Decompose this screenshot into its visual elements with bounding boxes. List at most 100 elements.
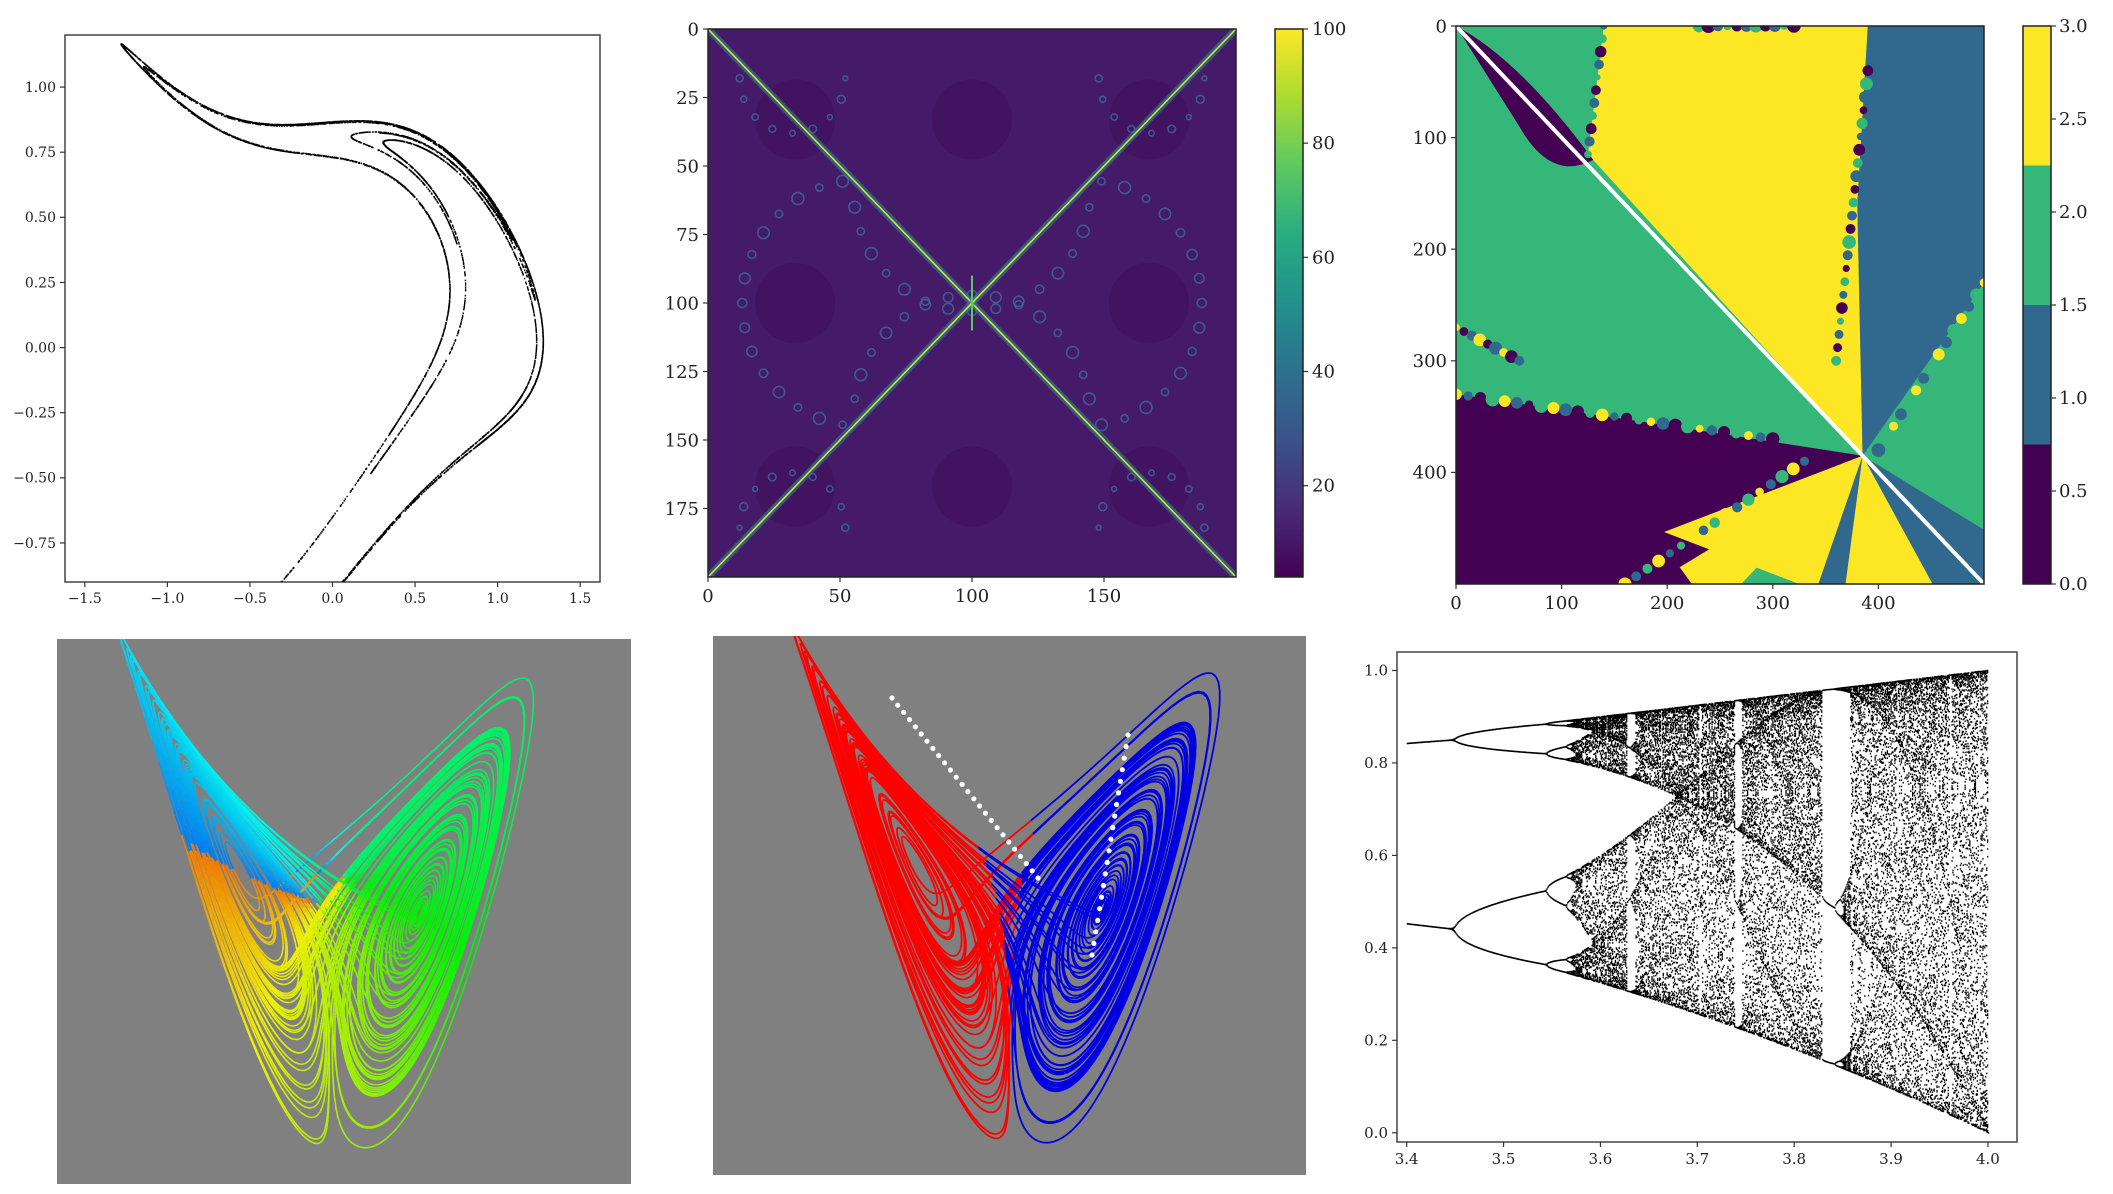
- lorenz-segment: [293, 1082, 297, 1086]
- lorenz-segment: [450, 839, 453, 843]
- lorenz-segment: [265, 942, 268, 945]
- colorbar-tick-label: 2.5: [2059, 109, 2088, 130]
- lorenz-segment: [323, 972, 327, 977]
- lorenz-segment: [279, 956, 282, 959]
- lorenz-segment: [384, 834, 392, 843]
- lorenz-segment: [238, 879, 241, 883]
- lorenz-segment: [296, 1013, 299, 1016]
- lorenz-segment: [317, 1047, 320, 1050]
- lorenz-segment: [292, 971, 295, 975]
- lorenz-segment: [287, 1036, 291, 1039]
- lorenz-segment: [381, 1077, 385, 1080]
- lorenz-segment: [478, 748, 485, 753]
- lorenz-segment: [395, 1040, 399, 1044]
- lorenz-segment: [317, 869, 323, 875]
- colorbar-tick-label: 1.0: [2059, 388, 2088, 409]
- lorenz-segment: [314, 1056, 317, 1059]
- lorenz-segment: [313, 1105, 316, 1108]
- lorenz-segment: [293, 969, 296, 973]
- lorenz-segment: [345, 1034, 348, 1038]
- lorenz-segment: [153, 720, 159, 734]
- fractal-bubble: [1034, 284, 1045, 295]
- lorenz-segment: [475, 802, 478, 807]
- lorenz-segment: [275, 988, 278, 991]
- basin-fringe-blob: [1743, 431, 1753, 440]
- lorenz-segment: [375, 1034, 379, 1038]
- lorenz-segment: [204, 798, 207, 801]
- lorenz-segment: [268, 982, 273, 986]
- lorenz-segment: [242, 862, 246, 866]
- lorenz-segment: [310, 1086, 313, 1089]
- lorenz-segment: [376, 990, 379, 994]
- lorenz-segment: [356, 1002, 359, 1006]
- lorenz-segment: [277, 1063, 282, 1068]
- lorenz-segment: [395, 1062, 401, 1067]
- lorenz-segment: [344, 924, 348, 930]
- lorenz-segment: [448, 767, 457, 775]
- lorenz-segment: [234, 879, 238, 883]
- lorenz-segment: [390, 979, 393, 982]
- lorenz-segment: [392, 1042, 397, 1046]
- lorenz-segment: [454, 813, 458, 816]
- lorenz-segment: [448, 815, 453, 819]
- lorenz-segment: [409, 948, 412, 952]
- lorenz-segment: [245, 890, 248, 893]
- basin-fringe-blob: [1459, 327, 1469, 336]
- lorenz-segment: [294, 1099, 298, 1103]
- basin-fringe-blob: [1840, 277, 1850, 287]
- lorenz-segment: [415, 942, 419, 946]
- x-tick-label: 1.0: [486, 591, 508, 607]
- lorenz-segment: [451, 814, 455, 818]
- lorenz-segment: [286, 888, 292, 895]
- lorenz-segment: [265, 1029, 270, 1037]
- lorenz-segment: [342, 1131, 346, 1135]
- lorenz-segment: [384, 1004, 387, 1007]
- x-tick-label: 0.0: [321, 591, 343, 607]
- lorenz-segment: [375, 1045, 378, 1048]
- lorenz-segment: [390, 970, 393, 973]
- lorenz-segment: [400, 1002, 404, 1006]
- lorenz-segment: [254, 887, 257, 890]
- basin-fringe-blob: [1709, 517, 1720, 528]
- lorenz-segment: [363, 1029, 366, 1032]
- lorenz-segment: [224, 834, 227, 837]
- lorenz-segment: [472, 796, 476, 800]
- lorenz-segment: [227, 837, 231, 840]
- lorenz-segment: [317, 1076, 320, 1079]
- lorenz-segment: [371, 1077, 374, 1080]
- fractal-bubble: [1120, 414, 1130, 423]
- basin-fringe-blob: [1668, 418, 1682, 432]
- fractal-bubble: [735, 73, 745, 83]
- lorenz-segment: [212, 919, 221, 937]
- lorenz-segment: [299, 991, 302, 995]
- lorenz-segment: [490, 742, 495, 745]
- lorenz-segment: [294, 968, 298, 971]
- lorenz-segment: [393, 1065, 398, 1069]
- lorenz-segment: [220, 842, 223, 845]
- colorbar-segment: [2023, 305, 2051, 445]
- lorenz-segment: [246, 870, 250, 874]
- lorenz-segment: [294, 1014, 297, 1017]
- lorenz-segment: [290, 928, 294, 933]
- lorenz-segment: [355, 1062, 359, 1066]
- basin-fringe-blob: [1799, 456, 1810, 466]
- basin-fringe-blob: [1534, 399, 1548, 413]
- lorenz-segment: [273, 968, 276, 971]
- basin-fringe-blob: [1600, 26, 1608, 30]
- lorenz-segment: [235, 851, 238, 854]
- lorenz-segment: [359, 1061, 362, 1065]
- lorenz-segment: [272, 1053, 277, 1060]
- basin-fringe-blob: [1456, 388, 1462, 401]
- lorenz-segment: [275, 1071, 280, 1078]
- lorenz-segment: [264, 982, 268, 988]
- lorenz-segment: [343, 1133, 346, 1136]
- fractal-bubble: [1175, 227, 1186, 238]
- fractal-bubble: [1158, 207, 1172, 221]
- lorenz-segment: [378, 1023, 381, 1026]
- fractal-bubble: [1012, 295, 1025, 308]
- lorenz-segment: [238, 934, 243, 943]
- lorenz-segment: [349, 936, 354, 942]
- lorenz-segment: [285, 1073, 290, 1078]
- lorenz-segment: [284, 931, 287, 935]
- basin-fringe-blob: [1591, 85, 1601, 96]
